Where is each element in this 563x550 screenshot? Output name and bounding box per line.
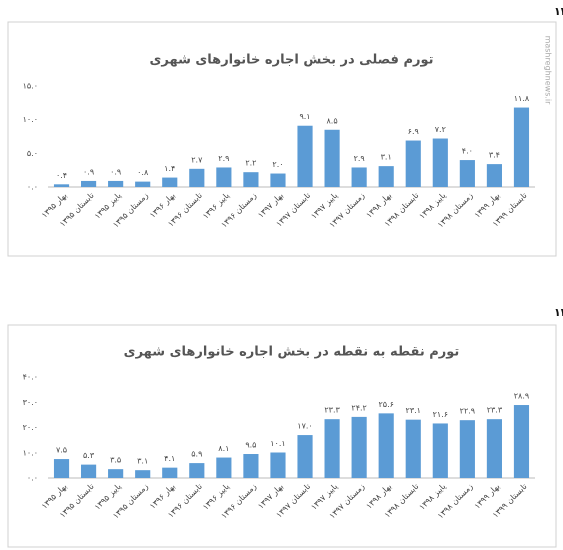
bar	[216, 457, 232, 478]
bar	[513, 107, 530, 187]
bar	[53, 184, 70, 187]
chart-title: تورم فصلی در بخش اجاره خانوارهای شهری	[149, 53, 433, 68]
y-tick-label: ۱۵.۰	[23, 82, 38, 91]
value-label: ۸.۱	[218, 444, 229, 453]
chart-title: تورم نقطه به نقطه در بخش اجاره خانوارهای…	[124, 345, 460, 360]
bar	[324, 419, 340, 478]
bar	[378, 166, 394, 187]
value-label: ۱۷.۰	[297, 422, 312, 431]
caption: نمودار ۱- تورم فصلی اجاره بهای واحدهای م…	[554, 5, 563, 18]
bar	[432, 138, 448, 187]
value-label: ۰.۹	[110, 167, 121, 176]
value-label: ۲.۲	[245, 159, 256, 168]
y-tick-label: ۱۰.۰	[23, 115, 38, 124]
value-label: ۲۱.۶	[433, 410, 448, 419]
value-label: ۲۸.۹	[514, 392, 529, 401]
value-label: ۰.۹	[83, 167, 94, 176]
bar	[378, 413, 394, 478]
watermark: mashreghnews.ir	[544, 36, 553, 106]
value-label: ۲.۹	[218, 154, 229, 163]
value-label: ۶.۹	[408, 127, 419, 136]
bar	[297, 435, 313, 478]
value-label: ۴.۱	[164, 454, 175, 463]
value-label: ۳.۱	[137, 457, 148, 466]
bar	[162, 467, 178, 478]
y-tick-label: ۰.۰	[27, 183, 38, 192]
bar	[324, 129, 340, 187]
value-label: ۷.۲	[435, 125, 446, 134]
value-label: ۲۳.۳	[487, 406, 503, 415]
value-label: ۲۴.۲	[351, 403, 366, 412]
bar	[270, 173, 286, 187]
bar	[432, 423, 448, 478]
y-tick-label: ۵.۰	[27, 149, 38, 158]
value-label: ۰.۴	[56, 171, 67, 180]
value-label: ۳.۵	[110, 456, 121, 465]
bar	[297, 125, 313, 187]
bar	[108, 469, 124, 478]
bar	[53, 459, 70, 478]
bar	[486, 164, 502, 187]
bar	[108, 180, 124, 187]
bar	[243, 172, 259, 187]
value-label: ۹.۱	[299, 112, 310, 121]
bar	[135, 470, 151, 478]
bar	[135, 181, 151, 187]
value-label: ۹.۵	[245, 441, 256, 450]
y-tick-label: ۰.۰	[27, 474, 38, 483]
bar	[459, 420, 475, 478]
bar	[486, 419, 502, 478]
value-label: ۵.۳	[83, 451, 95, 460]
value-label: ۷.۵	[56, 446, 67, 455]
value-label: ۳.۴	[489, 151, 500, 160]
bar	[81, 464, 97, 478]
bar	[216, 167, 232, 187]
value-label: ۲.۷	[191, 155, 203, 164]
value-label: ۵.۹	[191, 450, 202, 459]
value-label: ۱.۴	[164, 164, 175, 173]
y-tick-label: ۱۰.۰	[23, 448, 38, 457]
bar	[270, 452, 286, 478]
bar	[459, 160, 475, 187]
value-label: ۱۰.۱	[270, 439, 285, 448]
bar	[81, 180, 97, 187]
bar	[513, 405, 530, 478]
bar	[351, 416, 367, 478]
y-tick-label: ۲۰.۰	[23, 423, 38, 432]
bar	[243, 454, 259, 478]
chart-frame	[7, 21, 557, 257]
value-label: ۸.۵	[327, 116, 338, 125]
value-label: ۴.۰	[462, 147, 473, 156]
value-label: ۲.۰	[272, 160, 283, 169]
value-label: ۲۳.۱	[406, 406, 421, 415]
bar	[189, 168, 205, 187]
value-label: ۳.۱	[381, 153, 392, 162]
value-label: ۰.۸	[137, 168, 149, 177]
bar	[189, 463, 205, 478]
bar	[162, 177, 178, 187]
caption: نمودار ۲- تورم نقطه به نقطه اجاره بهای و…	[554, 306, 563, 319]
value-label: ۲۲.۹	[460, 407, 475, 416]
bar	[351, 167, 367, 187]
value-label: ۱۱.۸	[514, 94, 530, 103]
value-label: ۲۵.۶	[378, 400, 393, 409]
y-tick-label: ۴۰.۰	[23, 373, 38, 382]
value-label: ۲.۹	[354, 154, 365, 163]
y-tick-label: ۳۰.۰	[23, 398, 38, 407]
bar	[405, 140, 421, 187]
value-label: ۲۳.۳	[324, 406, 340, 415]
bar	[405, 419, 421, 478]
